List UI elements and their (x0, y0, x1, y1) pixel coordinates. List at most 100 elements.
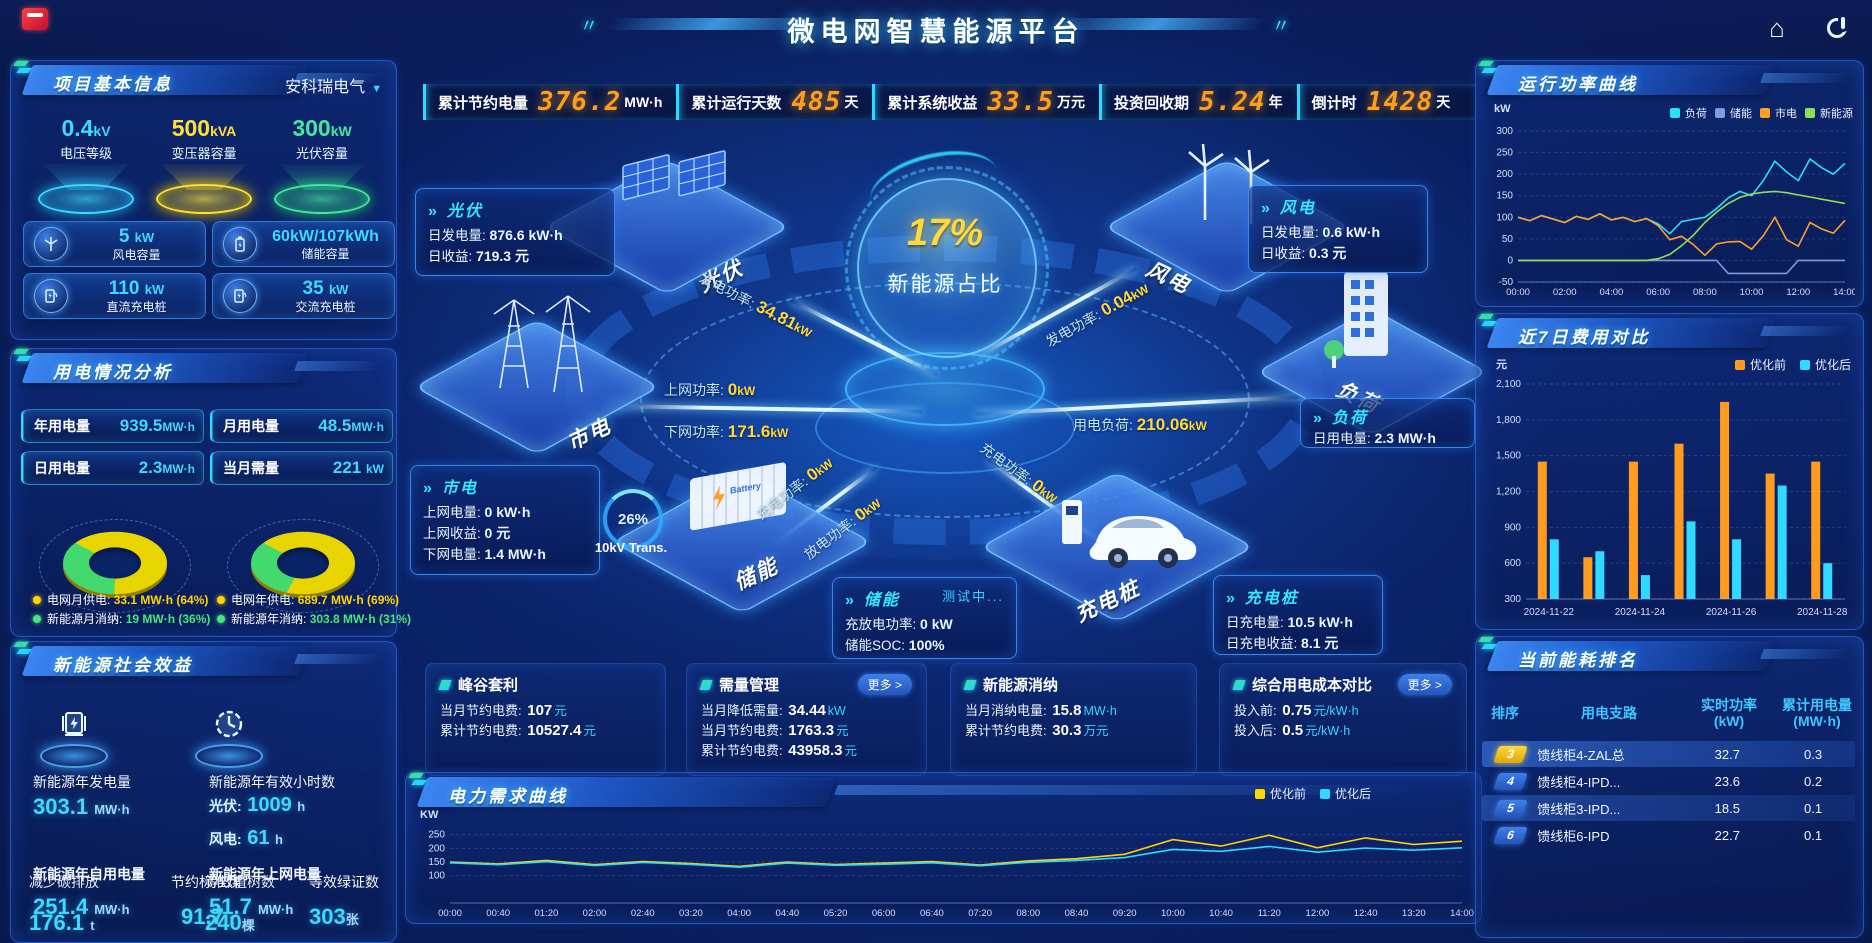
legend-label: 电网年供电: (231, 593, 295, 607)
y-axis-unit: 元 (1496, 359, 1507, 371)
more-button[interactable]: 更多 > (1397, 674, 1452, 695)
card-value: 34.44 (788, 702, 826, 719)
transformer-load-ring: 26% (603, 489, 663, 549)
stat-label: 直流充电桩 (106, 299, 167, 314)
box-title: 负荷 (1331, 410, 1368, 427)
card-value: 15.8 (1052, 702, 1082, 719)
hours-label: 新能源年有效小时数 (209, 774, 335, 790)
table-row[interactable]: 6 馈线柜6-IPD 22.7 0.1 (1482, 822, 1855, 848)
pv-hours-value: 1009 (247, 794, 292, 816)
legend-dot (217, 615, 225, 623)
load-flow: 用电负荷: 210.06kW (1073, 415, 1207, 435)
rank-badge: 3 (1493, 745, 1528, 763)
card-value: 107 (527, 702, 553, 719)
flow-value: 171.6kW (727, 422, 789, 441)
svg-text:06:00: 06:00 (1646, 287, 1670, 298)
col-energy: 累计用电量 (MW·h) (1782, 697, 1852, 729)
svg-text:10:00: 10:00 (1740, 287, 1764, 298)
kpi-label: 累计节约电量 (438, 94, 529, 112)
legend-item: 优化后 (1799, 356, 1851, 373)
legend-label: 电网月供电: (47, 593, 111, 607)
company-dropdown[interactable]: 安科瑞电气 ▼ (285, 73, 382, 97)
svg-text:12:40: 12:40 (1354, 908, 1378, 919)
svg-text:08:40: 08:40 (1065, 908, 1089, 919)
kpi-unit: 年 (1268, 94, 1283, 110)
pv-hours-label: 光伏: (209, 798, 242, 814)
card-value: 0.75 (1282, 702, 1312, 719)
flow-label: 用电负荷: (1073, 417, 1133, 433)
more-button[interactable]: 更多 > (857, 674, 912, 695)
legend-item: 储能 (1715, 105, 1752, 121)
kpi-unit: 天 (1436, 94, 1451, 110)
kpi-unit: MW·h (624, 94, 663, 110)
kpi-label: 投资回收期 (1114, 94, 1190, 112)
legend-dot (217, 596, 225, 604)
demand-curve-chart: 250 200 150 100 00:00 00:40 01:20 02:00 02:40 03:… (428, 830, 1474, 919)
trees-unit: 棵 (241, 918, 255, 933)
coal-unit: t (229, 912, 235, 927)
info-label: 充放电功率: (845, 617, 917, 632)
legend-label: 优化后 (1334, 787, 1371, 801)
svg-text:250: 250 (428, 830, 445, 841)
carbon-label: 减少碳排放 (29, 874, 99, 890)
svg-text:1,200: 1,200 (1496, 487, 1521, 498)
realtime-power: 22.7 (1714, 827, 1740, 843)
power-chart-legend: 负荷 储能 市电 新能源 (1670, 105, 1853, 121)
header-bar (0, 0, 1872, 52)
power-icon[interactable] (1812, 17, 1847, 48)
legend-renewable-month: 新能源月消纳: 19 MW·h (36%) (33, 610, 210, 627)
certs-value-row: 303张 (309, 904, 359, 930)
realtime-power: 23.6 (1714, 773, 1740, 789)
info-label: 日发电量: (428, 228, 486, 243)
stat-storage-capacity: 60kW/107kWh 储能容量 (212, 221, 395, 267)
panel-title: 电力需求曲线 (448, 787, 568, 806)
home-icon[interactable]: ⌂ (1769, 13, 1785, 43)
svg-text:50: 50 (1502, 234, 1514, 245)
wind-turbine-icon (34, 227, 68, 261)
power-analysis-panel: 用电情况分析 年用电量 939.5MW·h 月用电量 48.5MW·h 日用电量 2.… (10, 348, 411, 637)
kpi-value: 376.2 (538, 87, 622, 117)
card-corner-icon (963, 680, 977, 690)
svg-text:14:00: 14:00 (1833, 287, 1855, 298)
info-label: 上网收益: (423, 526, 481, 541)
info-label: 上网电量: (423, 505, 481, 520)
to-grid-value: 51.7 (209, 894, 252, 919)
to-grid-unit: MW·h (257, 902, 294, 917)
rank-badge: 4 (1493, 772, 1528, 790)
legend-item: 新能源 (1805, 105, 1853, 121)
demand-chart-legend: 优化前 优化后 (1254, 785, 1371, 802)
box-title: 市电 (441, 480, 478, 497)
info-value: 8.1 元 (1301, 635, 1339, 651)
info-label: 日充电量: (1226, 615, 1284, 630)
stat-month-demand: 当月需量 221 kW (212, 451, 393, 485)
table-row[interactable]: 4 馈线柜4-IPD... 23.6 0.2 (1482, 768, 1855, 794)
branch-name: 馈线柜4-ZAL总 (1537, 747, 1625, 763)
card-title: 需量管理 (719, 677, 780, 694)
total-energy: 0.3 (1804, 746, 1823, 762)
kpi-unit: 天 (844, 94, 859, 110)
legend-item: 优化后 (1319, 785, 1371, 802)
legend-label: 新能源 (1820, 108, 1853, 120)
power-curve-panel: 运行功率曲线 kW 负荷 储能 市电 新能源 300 250 200 150 100 50… (1475, 60, 1864, 307)
flow-value: 0kW (727, 380, 756, 399)
legend-label: 优化前 (1749, 358, 1786, 372)
kpi-label: 倒计时 (1311, 94, 1357, 112)
stat-unit: kW (144, 281, 165, 297)
card-unit: 元/kW·h (1305, 724, 1351, 738)
solar-panel-illustration (615, 138, 745, 239)
svg-text:01:20: 01:20 (534, 908, 558, 919)
table-row[interactable]: 3 馈线柜4-ZAL总 32.7 0.3 (1482, 741, 1855, 767)
panel-title: 运行功率曲线 (1518, 75, 1638, 94)
grid-info-box: » 市电 上网电量: 0 kW·h 上网收益: 0 元 下网电量: 1.4 MW·… (410, 465, 600, 575)
stat-unit: MW·h (351, 420, 384, 434)
branch-name: 馈线柜4-IPD... (1537, 774, 1621, 790)
svg-text:06:40: 06:40 (920, 908, 944, 919)
card-label: 累计节约电费: (965, 723, 1047, 738)
svg-text:09:20: 09:20 (1113, 908, 1137, 919)
generation-pedestal (39, 702, 109, 768)
table-row[interactable]: 5 馈线柜3-IPD... 18.5 0.1 (1482, 795, 1855, 821)
ranking-table-header: 排序 用电支路 实时功率 (kW) 累计用电量 (MW·h) (1476, 697, 1863, 729)
branch-name: 馈线柜3-IPD... (1537, 801, 1621, 817)
card-corner-icon (438, 680, 452, 690)
col-rank: 排序 (1491, 705, 1519, 721)
